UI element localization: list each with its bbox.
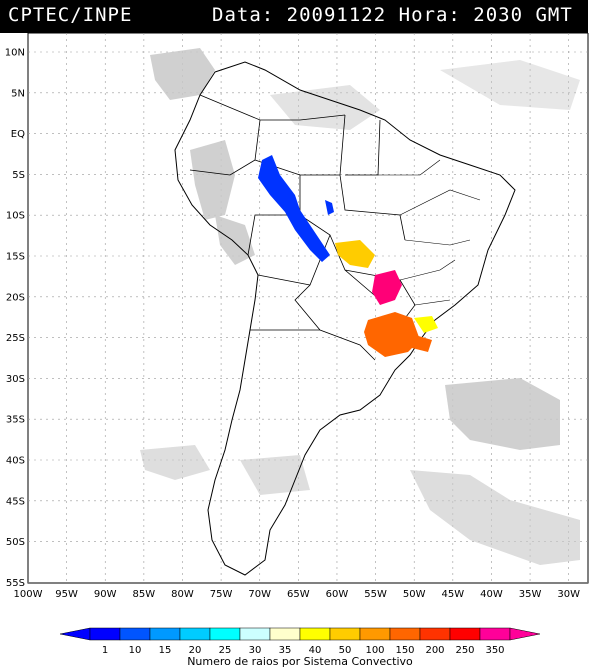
colorbar-tick-label: 35 bbox=[279, 645, 292, 654]
satellite-cloud-cover bbox=[140, 48, 580, 565]
system-orange-small bbox=[412, 335, 432, 352]
colorbar-swatch bbox=[179, 627, 211, 641]
cloud-south-atlantic bbox=[445, 378, 560, 450]
colorbar-swatches bbox=[59, 627, 541, 641]
colorbar-tick-label: 15 bbox=[159, 645, 172, 654]
lat-label: 5N bbox=[11, 88, 25, 99]
system-yellow bbox=[335, 240, 375, 268]
lon-label: 85W bbox=[133, 589, 156, 600]
date-value: 20091122 bbox=[286, 4, 387, 26]
lat-label: 30S bbox=[6, 374, 25, 385]
lat-label: 10N bbox=[5, 48, 25, 59]
lat-label: 20S bbox=[6, 292, 25, 303]
lon-label: 75W bbox=[210, 589, 233, 600]
cloud-north-brazil bbox=[270, 85, 380, 130]
south-america-lightning-map: 100W 95W 90W 85W 80W 75W 70W 65W 60W 55W 50W 45W 40W… bbox=[5, 33, 589, 601]
longitude-labels: 100W 95W 90W 85W 80W 75W 70W 65W 60W 55W 50W 45W 40W… bbox=[14, 589, 581, 600]
lon-label: 100W bbox=[14, 589, 43, 600]
colorbar-swatch bbox=[119, 627, 151, 641]
colorbar-tick-label: 30 bbox=[249, 645, 262, 654]
colorbar-swatch bbox=[419, 627, 451, 641]
lon-label: 50W bbox=[403, 589, 426, 600]
colorbar-tick-label: 100 bbox=[365, 645, 384, 654]
date-label: Data: bbox=[212, 4, 275, 26]
map-header: CPTEC/INPE Data: 20091122 Hora: 2030 GMT bbox=[0, 0, 588, 33]
lat-label: 35S bbox=[6, 415, 25, 426]
colorbar-title: Numero de raios por Sistema Convectivo bbox=[187, 655, 413, 668]
colorbar-swatch bbox=[149, 627, 181, 641]
colorbar-tick-label: 25 bbox=[219, 645, 232, 654]
cloud-east-atlantic bbox=[440, 60, 580, 110]
system-magenta bbox=[372, 270, 402, 305]
cloud-colombia bbox=[190, 140, 235, 220]
lon-label: 45W bbox=[442, 589, 465, 600]
cloud-south-pacific bbox=[140, 445, 210, 480]
time-value: 2030 GMT bbox=[473, 4, 573, 26]
lon-label: 55W bbox=[364, 589, 387, 600]
lat-label: 55S bbox=[6, 578, 25, 589]
lon-label: 80W bbox=[171, 589, 194, 600]
colorbar-tick-label: 40 bbox=[309, 645, 322, 654]
lat-label: 5S bbox=[12, 170, 25, 181]
lat-label: 45S bbox=[6, 496, 25, 507]
lon-label: 40W bbox=[480, 589, 503, 600]
lat-label: 25S bbox=[6, 333, 25, 344]
colorbar-tick-label: 50 bbox=[339, 645, 352, 654]
cloud-pacific-north bbox=[150, 48, 215, 100]
colorbar-tick-label: 250 bbox=[455, 645, 474, 654]
colorbar-swatch bbox=[389, 627, 421, 641]
colorbar-tick-label: 1 bbox=[102, 645, 108, 654]
lat-label: 10S bbox=[6, 211, 25, 222]
lon-label: 35W bbox=[519, 589, 542, 600]
colorbar-swatch bbox=[239, 627, 271, 641]
colorbar-swatch bbox=[269, 627, 301, 641]
colorbar-swatch bbox=[449, 627, 481, 641]
colorbar-tick-label: 200 bbox=[425, 645, 444, 654]
colorbar-swatch bbox=[299, 627, 331, 641]
colorbar-tick-label: 20 bbox=[189, 645, 202, 654]
lat-label: 15S bbox=[6, 252, 25, 263]
convective-systems bbox=[258, 155, 438, 357]
axis-labels: 100W 95W 90W 85W 80W 75W 70W 65W 60W 55W 50W 45W 40W… bbox=[5, 48, 580, 601]
time-label: Hora: bbox=[398, 4, 461, 26]
lat-label: 50S bbox=[6, 537, 25, 548]
colorbar-swatch bbox=[359, 627, 391, 641]
colorbar-tick-labels: 1 10 15 20 25 30 35 40 50 100 150 200 250 350 bbox=[102, 645, 505, 654]
colorbar-swatch bbox=[89, 627, 121, 641]
lon-label: 60W bbox=[326, 589, 349, 600]
colorbar-swatch bbox=[209, 627, 241, 641]
colorbar-tick-label: 10 bbox=[129, 645, 142, 654]
colorbar-swatch bbox=[329, 627, 361, 641]
lon-label: 95W bbox=[55, 589, 78, 600]
header-datetime: Data: 20091122 Hora: 2030 GMT bbox=[212, 4, 573, 26]
lon-label: 30W bbox=[557, 589, 580, 600]
system-blue-north bbox=[258, 155, 330, 262]
colorbar-left-arrow bbox=[59, 627, 91, 641]
lon-label: 90W bbox=[94, 589, 117, 600]
system-orange-large bbox=[364, 312, 420, 357]
cloud-patagonia-atlantic bbox=[410, 470, 580, 565]
brazil-state-borders bbox=[378, 159, 481, 306]
colorbar-swatch bbox=[479, 627, 511, 641]
header-title: CPTEC/INPE bbox=[8, 4, 133, 26]
south-america-coastline bbox=[174, 61, 516, 576]
colorbar-tick-label: 350 bbox=[485, 645, 504, 654]
colorbar-right-arrow bbox=[509, 627, 541, 641]
lat-label: EQ bbox=[11, 129, 25, 140]
lon-label: 70W bbox=[248, 589, 271, 600]
colorbar-tick-label: 150 bbox=[395, 645, 414, 654]
lightning-colorbar: 1 10 15 20 25 30 35 40 50 100 150 200 250 350 bbox=[59, 627, 541, 654]
lon-label: 65W bbox=[287, 589, 310, 600]
system-blue-small bbox=[325, 200, 334, 215]
system-yellow-southeast bbox=[414, 316, 438, 333]
lat-label: 40S bbox=[6, 456, 25, 467]
latitude-labels: 10N 5N EQ 5S 10S 15S 20S 25S 30S 35S 40S 45S 50S 55S bbox=[5, 48, 25, 589]
